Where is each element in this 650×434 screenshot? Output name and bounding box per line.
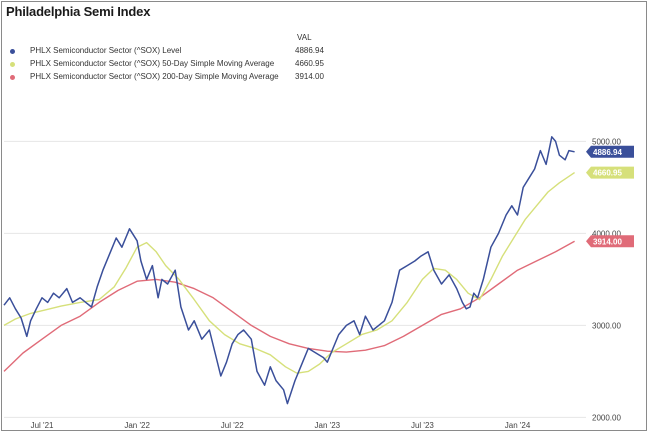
x-tick-label: Jul '22 xyxy=(221,421,244,430)
legend-item-level[interactable]: PHLX Semiconductor Sector (^SOX) Level 4… xyxy=(10,46,340,58)
series-line-1 xyxy=(3,172,575,374)
series-lines xyxy=(3,136,575,405)
end-label-1: 4660.95 xyxy=(586,166,634,179)
series-line-0 xyxy=(3,136,575,405)
x-tick-label: Jan '22 xyxy=(124,421,150,430)
legend-dot-icon xyxy=(10,49,15,54)
end-label-text: 3914.00 xyxy=(593,237,622,246)
legend-dot-icon xyxy=(10,62,15,67)
end-label-2: 3914.00 xyxy=(586,235,634,248)
legend-value-header: VAL xyxy=(297,33,312,42)
chart-title: Philadelphia Semi Index xyxy=(6,4,151,19)
x-tick-label: Jan '24 xyxy=(505,421,531,430)
legend-value: 3914.00 xyxy=(295,72,324,81)
end-label-tag xyxy=(586,166,634,179)
gridlines xyxy=(4,140,586,418)
y-tick-label: 3000.00 xyxy=(592,321,621,330)
legend-item-200day-sma[interactable]: PHLX Semiconductor Sector (^SOX) 200-Day… xyxy=(10,72,340,84)
end-label-text: 4660.95 xyxy=(593,169,622,178)
x-axis: Jul '21 Jan '22 Jul '22 Jan '23 Jul '23 Jan '… xyxy=(31,421,531,430)
y-tick-label: 5000.00 xyxy=(592,137,621,146)
y-tick-label: 2000.00 xyxy=(592,413,621,422)
end-label-text: 4886.94 xyxy=(593,148,622,157)
legend-label: PHLX Semiconductor Sector (^SOX) 200-Day… xyxy=(30,72,279,81)
x-tick-label: Jan '23 xyxy=(315,421,341,430)
x-tick-label: Jul '23 xyxy=(411,421,434,430)
y-tick-label: 4000.00 xyxy=(592,229,621,238)
legend-dot-icon xyxy=(10,75,15,80)
legend-label: PHLX Semiconductor Sector (^SOX) 50-Day … xyxy=(30,59,275,68)
legend-item-50day-sma[interactable]: PHLX Semiconductor Sector (^SOX) 50-Day … xyxy=(10,59,340,71)
legend-value: 4660.95 xyxy=(295,59,324,68)
x-tick-label: Jul '21 xyxy=(31,421,54,430)
y-axis: 2000.00 3000.00 4000.00 5000.00 xyxy=(592,137,621,422)
series-line-2 xyxy=(3,240,575,372)
legend-value: 4886.94 xyxy=(295,46,324,55)
end-label-tag xyxy=(586,235,634,248)
legend-label: PHLX Semiconductor Sector (^SOX) Level xyxy=(30,46,182,55)
end-labels: 4886.94 4660.95 3914.00 xyxy=(586,145,634,248)
end-label-tag xyxy=(586,145,634,158)
end-label-0: 4886.94 xyxy=(586,145,634,158)
